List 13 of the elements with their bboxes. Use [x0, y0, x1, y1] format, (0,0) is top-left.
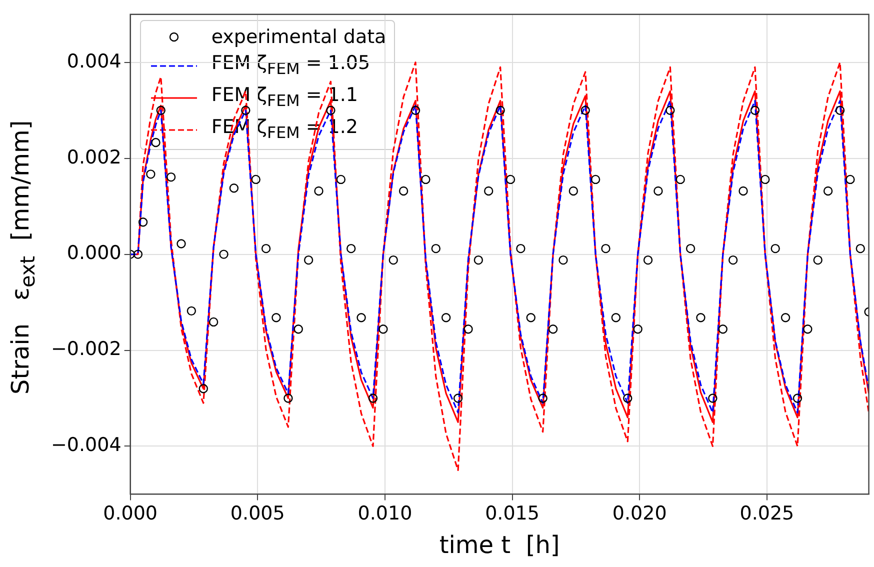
x-tick-label: 0.020	[612, 502, 667, 525]
x-tick-label: 0.010	[358, 502, 412, 525]
y-tick-label: 0.002	[66, 146, 122, 168]
y-tick-label: 0.004	[66, 50, 122, 72]
x-axis-title: time t [h]	[438, 531, 561, 559]
y-tick-label: 0.000	[66, 242, 122, 264]
y-tick-label: −0.004	[50, 434, 122, 456]
y-tick-label: −0.002	[50, 338, 122, 360]
x-tick-label: 0.000	[103, 502, 158, 525]
x-tick-label: 0.025	[740, 502, 794, 525]
legend-label: experimental data	[211, 25, 386, 50]
x-tick-label: 0.005	[230, 502, 285, 525]
x-tick-label: 0.015	[485, 502, 540, 525]
